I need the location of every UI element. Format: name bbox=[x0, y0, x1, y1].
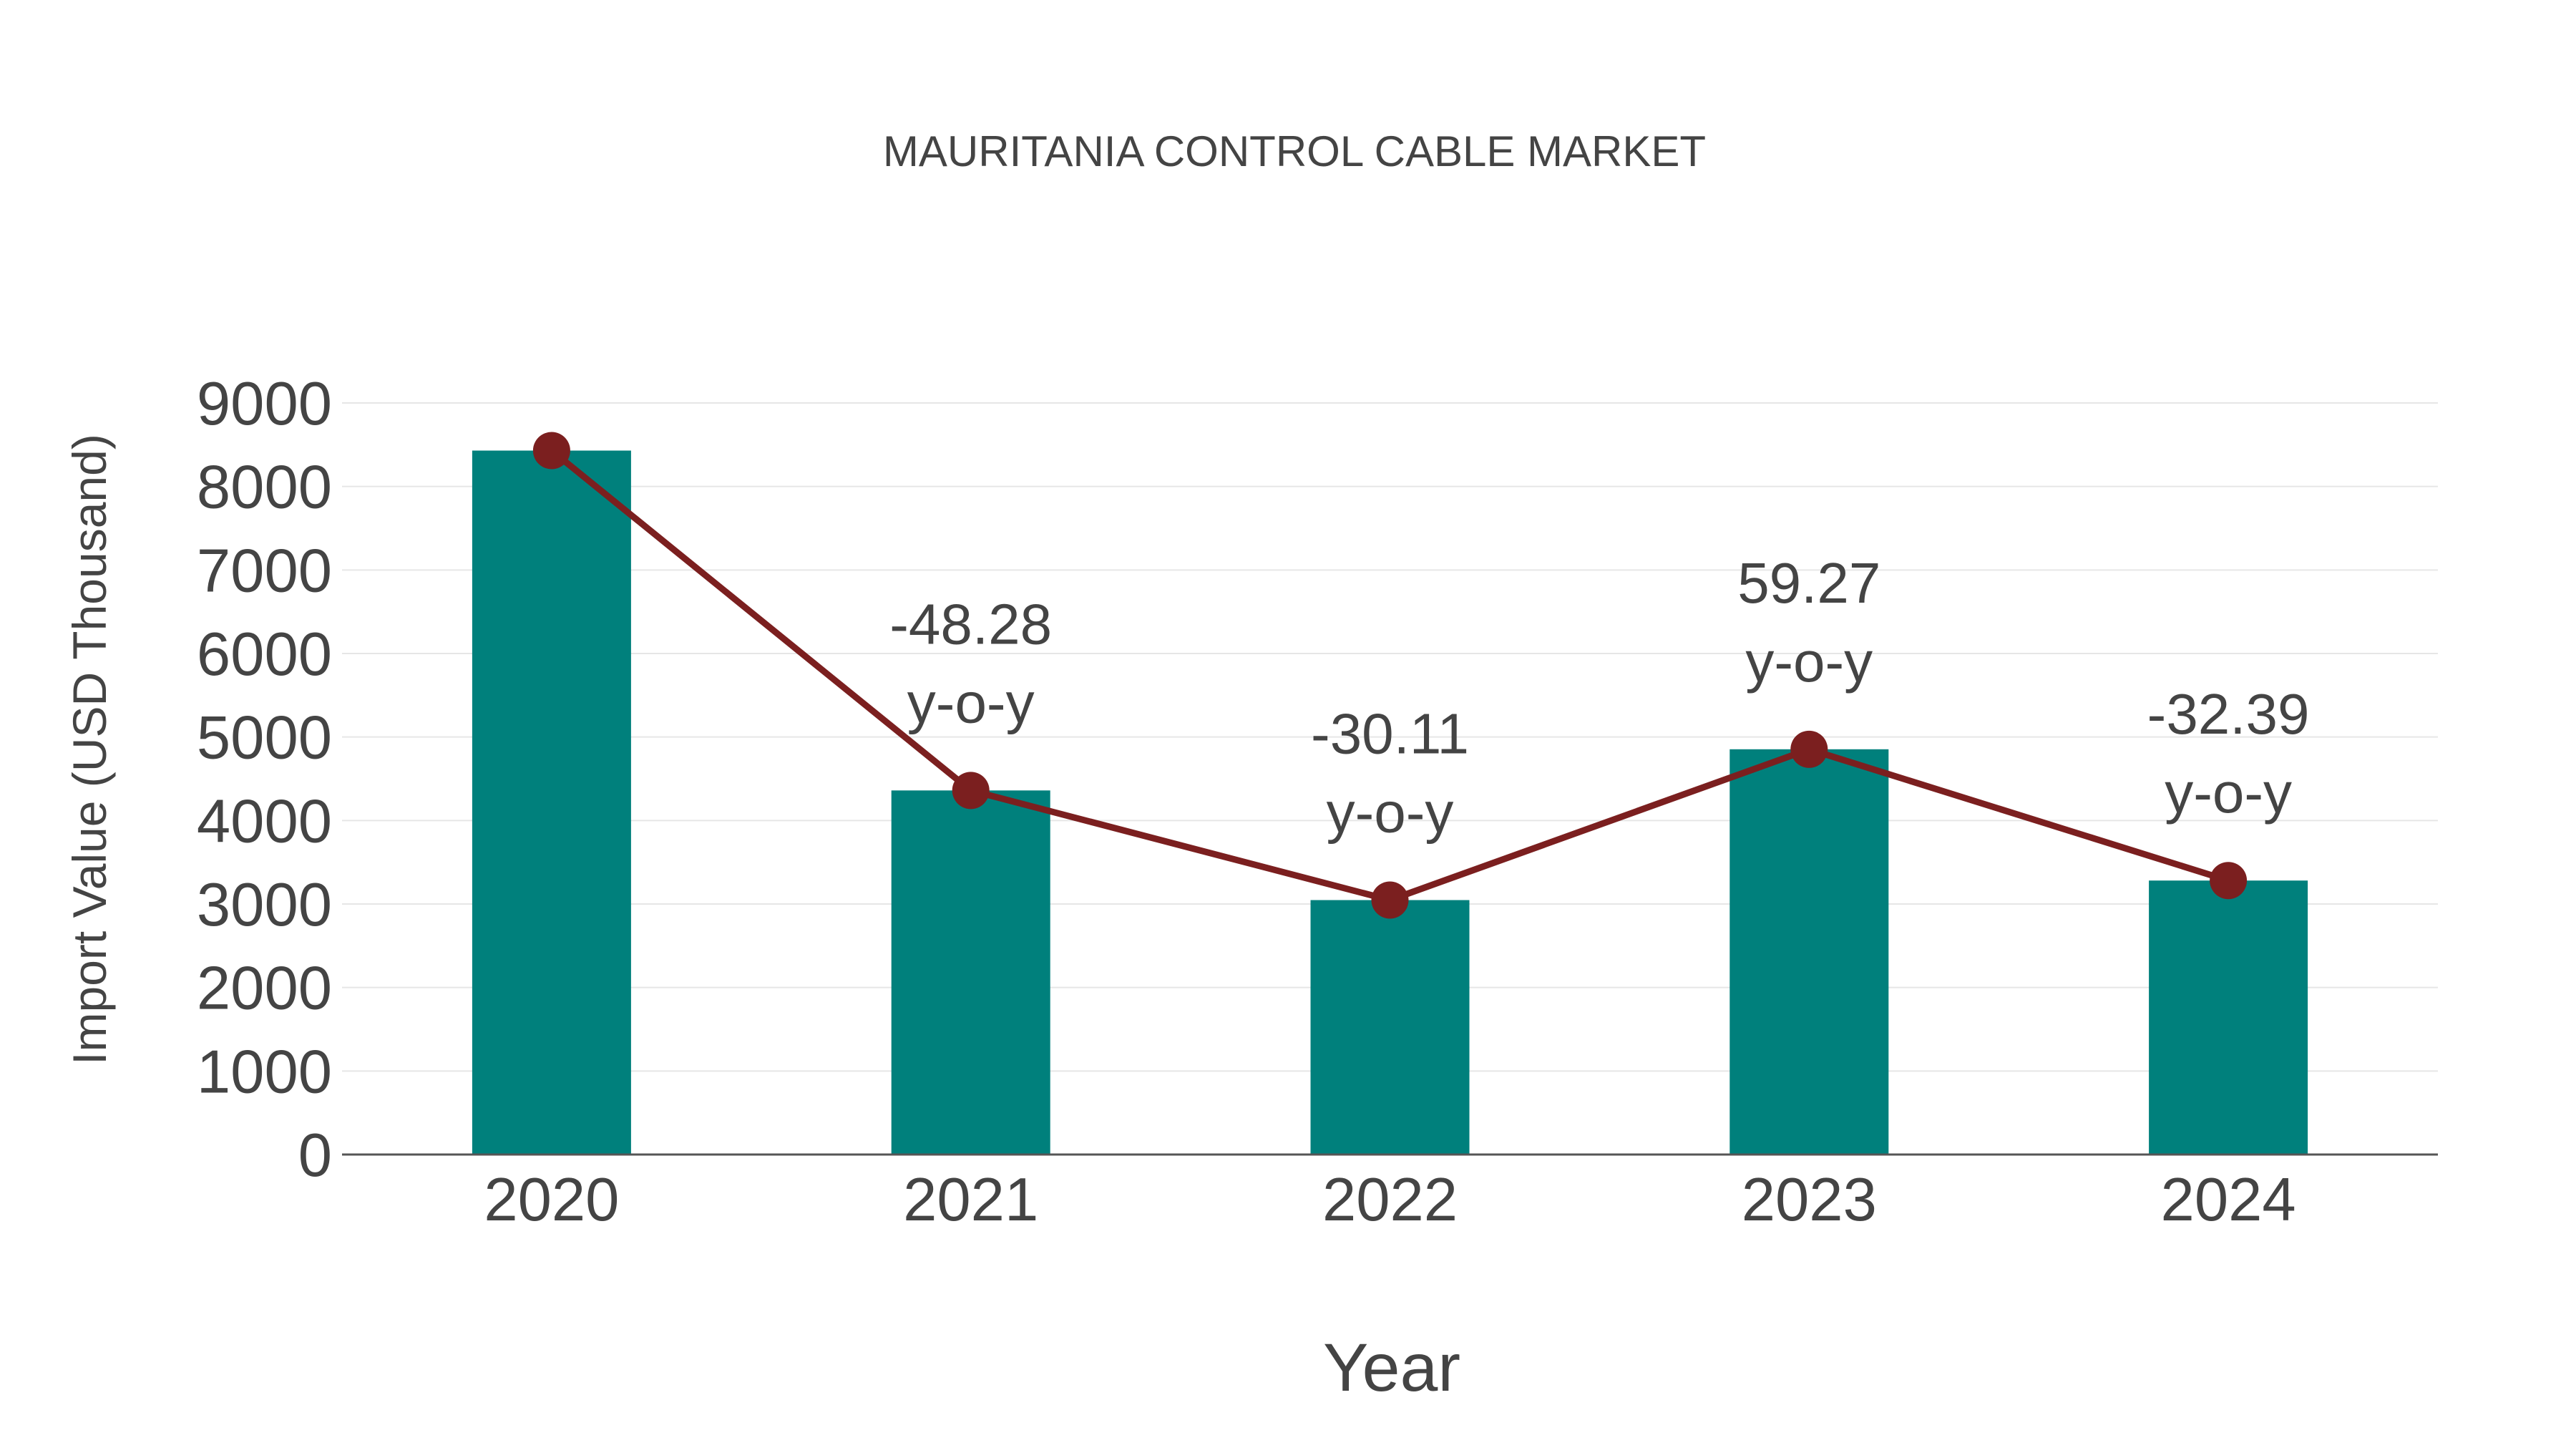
y-tick-label: 9000 bbox=[197, 370, 332, 438]
bars bbox=[472, 450, 2308, 1155]
yoy-suffix-label: y-o-y bbox=[2165, 761, 2292, 825]
bar-2024 bbox=[2149, 880, 2308, 1155]
x-tick-label: 2022 bbox=[1322, 1166, 1458, 1234]
bar-2020 bbox=[472, 450, 631, 1155]
yoy-suffix-label: y-o-y bbox=[907, 671, 1035, 734]
line-point-2021 bbox=[952, 772, 990, 810]
y-tick-label: 7000 bbox=[197, 537, 332, 605]
line-point-2023 bbox=[1790, 730, 1828, 768]
x-tick-label: 2020 bbox=[484, 1166, 619, 1234]
y-tick-label: 4000 bbox=[197, 787, 332, 855]
y-tick-label: 2000 bbox=[197, 955, 332, 1023]
y-tick-label: 5000 bbox=[197, 704, 332, 772]
yoy-value-label: -30.11 bbox=[1311, 702, 1469, 766]
y-tick-label: 3000 bbox=[197, 871, 332, 939]
y-axis-title: Import Value (USD Thousand) bbox=[63, 434, 116, 1065]
line-point-2022 bbox=[1371, 881, 1409, 919]
y-tick-label: 6000 bbox=[197, 621, 332, 689]
line-point-2020 bbox=[532, 432, 570, 470]
yoy-suffix-label: y-o-y bbox=[1327, 781, 1454, 845]
yoy-value-label: -32.39 bbox=[2147, 682, 2310, 746]
bar-2022 bbox=[1310, 900, 1470, 1155]
yoy-value-label: -48.28 bbox=[889, 592, 1052, 656]
x-tick-label: 2021 bbox=[903, 1166, 1038, 1234]
annotations: -48.28 y-o-y -30.11 y-o-y 59.27 y-o-y -32.39 y-… bbox=[889, 551, 2309, 845]
gridlines bbox=[342, 402, 2438, 1072]
bar-2023 bbox=[1729, 749, 1889, 1155]
line-series bbox=[532, 432, 2248, 919]
bar-2021 bbox=[891, 790, 1050, 1155]
y-tick-label: 1000 bbox=[197, 1038, 332, 1106]
x-tick-label: 2023 bbox=[1742, 1166, 1877, 1234]
y-tick-label: 8000 bbox=[197, 454, 332, 522]
yoy-value-label: 59.27 bbox=[1737, 551, 1880, 615]
line-point-2024 bbox=[2210, 862, 2248, 900]
x-axis-title: Year bbox=[1323, 1330, 1460, 1406]
yoy-suffix-label: y-o-y bbox=[1745, 630, 1873, 694]
y-tick-labels: 0 1000 2000 3000 4000 5000 6000 7000 8000 9000 bbox=[197, 370, 332, 1190]
y-tick-label: 0 bbox=[298, 1122, 332, 1190]
chart-title: MAURITANIA CONTROL CABLE MARKET bbox=[883, 127, 1706, 175]
x-tick-label: 2024 bbox=[2161, 1166, 2296, 1234]
x-tick-labels: 2020 2021 2022 2023 2024 bbox=[484, 1166, 2296, 1234]
